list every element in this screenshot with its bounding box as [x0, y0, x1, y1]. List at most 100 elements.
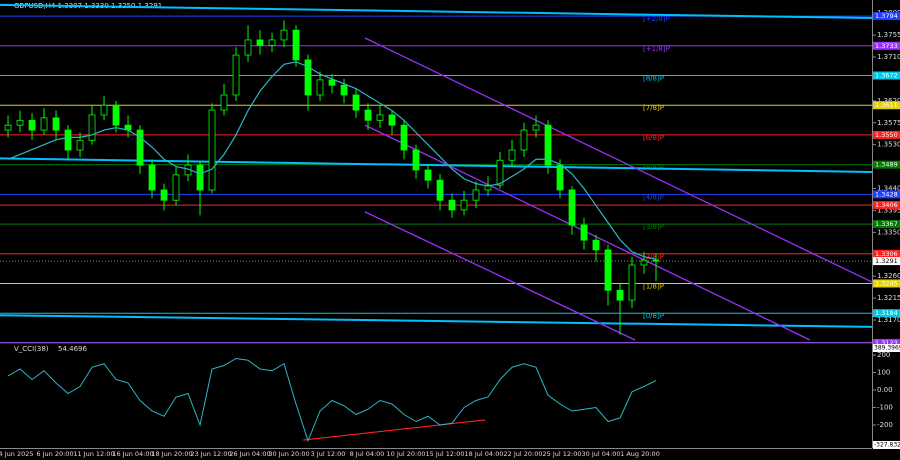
x-tick-label: 18 Jul 04:00 [465, 450, 504, 458]
candle-body [400, 124, 408, 151]
price-tag-label: 1.3794 [875, 12, 898, 20]
trendline [0, 3, 873, 20]
price-tag-label: 1.3184 [875, 309, 898, 317]
candle-body [88, 114, 96, 141]
y-tick-label: 1.3350 [877, 228, 900, 236]
candle-body [64, 129, 72, 151]
candle-body [604, 249, 612, 291]
x-tick-label: 3 Jul 12:00 [311, 450, 346, 458]
x-tick-label: 11 Jun 12:00 [73, 450, 114, 458]
price-tag [873, 190, 900, 199]
candle-body [592, 239, 600, 251]
candle-body [460, 199, 468, 211]
y-tick-label: 1.3710 [877, 53, 900, 61]
level-label: [4/8]P [643, 193, 664, 201]
candle-body [544, 124, 552, 166]
y-tick-label: 1.3170 [877, 316, 900, 324]
indicator-name: V_CCI(38) [14, 345, 49, 353]
candle-body [100, 104, 108, 116]
price-tag-label: 1.3611 [875, 101, 898, 109]
candle-body [112, 104, 120, 126]
moving-average [7, 61, 657, 260]
x-tick-label: 10 Jul 20:00 [387, 450, 426, 458]
price-tag-label: 1.3406 [875, 201, 898, 209]
current-price-label: 1.3291 [875, 257, 898, 265]
price-tag [873, 41, 900, 50]
level-label: [6/8]P [643, 134, 664, 142]
x-tick-label: 18 Jun 20:00 [151, 450, 192, 458]
candle-body [76, 139, 84, 151]
candle-body [532, 124, 540, 131]
candle-body [136, 129, 144, 166]
candle-body [388, 114, 396, 126]
candle-body [4, 124, 12, 131]
y-tick-label: 1.3395 [877, 206, 900, 214]
candle-body [520, 129, 528, 151]
candle-body [616, 289, 624, 301]
price-tag-label: 1.3428 [875, 190, 898, 198]
price-tag-label: 1.3733 [875, 42, 898, 50]
candle-body [280, 29, 288, 41]
candle-body [160, 189, 168, 201]
price-tag-label: 1.3367 [875, 220, 898, 228]
candle-body [220, 94, 228, 111]
indicator-line [7, 357, 657, 443]
price-tag [873, 220, 900, 229]
y-tick-label: 0.00 [877, 386, 893, 394]
indicator-trendline [303, 419, 486, 441]
trendline [364, 37, 873, 283]
y-tick-label: 1.3755 [877, 31, 900, 39]
y-tick-label: 1.3215 [877, 294, 900, 302]
candle-body [508, 149, 516, 161]
level-label: [1/8]P [643, 282, 664, 290]
price-tag-label: 1.3245 [875, 279, 898, 287]
trendline [364, 124, 811, 341]
candle-body [484, 184, 492, 191]
y-tick-label: 1.3440 [877, 185, 900, 193]
price-tag [873, 201, 900, 210]
candle-body [424, 169, 432, 181]
y-tick-label: 1.3620 [877, 97, 900, 105]
x-tick-label: 16 Jun 04:00 [112, 450, 153, 458]
candle-body [196, 164, 204, 191]
candle-body [652, 259, 660, 262]
candle-body [28, 119, 36, 131]
y-tick-label: -100 [877, 404, 893, 412]
level-label: [8/8]P [643, 75, 664, 83]
x-tick-label: 23 Jun 12:00 [190, 450, 231, 458]
candle-body [148, 164, 156, 191]
candle-body [568, 189, 576, 226]
level-label: [2/8]P [643, 253, 664, 261]
x-tick-label: 25 Jul 12:00 [543, 450, 582, 458]
price-tag [873, 160, 900, 169]
price-tag [873, 130, 900, 139]
candle-body [628, 264, 636, 301]
candle-body [640, 259, 648, 266]
price-tag [873, 12, 900, 21]
level-label: [3/8]P [643, 223, 664, 231]
price-tag-label: 1.3306 [875, 250, 898, 258]
level-label: [+1/8]P [643, 45, 670, 53]
candle-body [436, 179, 444, 201]
indicator-value: 54.4696 [58, 345, 87, 353]
y-tick-label: 100 [877, 369, 890, 377]
candle-body [316, 79, 324, 96]
candle-body [556, 164, 564, 191]
candle-body [232, 54, 240, 96]
level-label: [0/8]P [643, 312, 664, 320]
range-label: -327.8322 [874, 442, 900, 449]
candle-body [328, 79, 336, 86]
trendline [0, 314, 873, 328]
y-tick-label: 1.3260 [877, 272, 900, 280]
trendline [364, 211, 636, 341]
level-label: [7/8]P [643, 104, 664, 112]
price-tag-label: 1.3123 [875, 339, 898, 347]
y-tick-label: 1.3575 [877, 119, 900, 127]
candle-body [376, 114, 384, 121]
candle-body [208, 109, 216, 191]
range-tag [873, 441, 900, 449]
x-tick-label: 30 Jul 04:00 [582, 450, 621, 458]
candle-body [364, 109, 372, 121]
price-tag [873, 338, 900, 347]
candle-body [256, 39, 264, 46]
